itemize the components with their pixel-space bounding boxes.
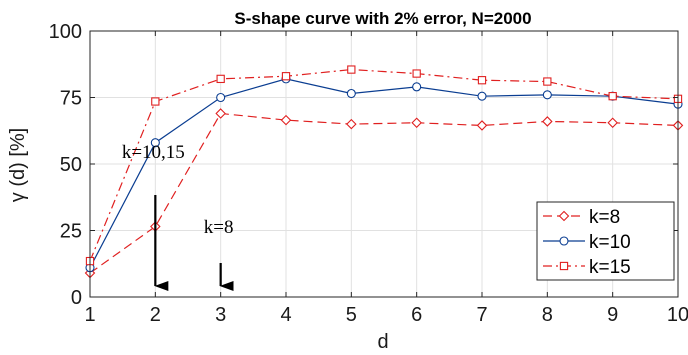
y-tick-label: 50 — [60, 154, 82, 176]
x-tick-label: 10 — [667, 304, 688, 326]
series-line — [89, 78, 679, 269]
y-tick-label: 0 — [71, 287, 82, 309]
chart-title: S-shape curve with 2% error, N=2000 — [234, 9, 531, 28]
legend-marker — [559, 261, 569, 271]
data-point — [412, 82, 422, 92]
data-point — [215, 108, 226, 119]
data-point — [216, 74, 225, 84]
series-k=8 — [84, 108, 684, 279]
x-tick-label: 1 — [84, 304, 95, 326]
legend-label: k=10 — [589, 232, 631, 253]
data-point — [347, 65, 356, 74]
legend-entry: k=15 — [543, 257, 631, 278]
x-tick-label: 9 — [607, 304, 618, 326]
x-tick-label: 7 — [476, 304, 487, 326]
data-point — [216, 92, 226, 103]
annotation-layer: k=10,15 k=8 — [122, 142, 234, 291]
data-point — [412, 69, 421, 78]
x-tick-label: 5 — [346, 304, 357, 326]
legend-marker — [558, 210, 570, 222]
annotation-label: k=8 — [204, 217, 234, 238]
legend-entry: k=8 — [543, 207, 620, 228]
series-line — [89, 112, 679, 274]
y-tick-label: 100 — [49, 21, 82, 43]
legend: k=8 k=10 k=15 — [536, 201, 675, 281]
x-tick-label: 8 — [542, 304, 553, 326]
data-point — [281, 72, 291, 81]
data-point — [608, 92, 617, 101]
data-point — [151, 97, 160, 106]
legend-marker — [559, 236, 569, 246]
series-layer — [84, 65, 684, 279]
data-point — [411, 117, 422, 129]
data-point — [607, 117, 618, 129]
data-point — [150, 138, 160, 148]
x-tick-label: 6 — [411, 304, 422, 326]
data-point — [346, 118, 357, 130]
x-tick-label: 2 — [150, 304, 161, 326]
data-point — [477, 91, 487, 101]
data-point — [280, 114, 292, 126]
x-axis-label: d — [377, 331, 388, 353]
legend-label: k=15 — [589, 257, 631, 278]
legend-entry: k=10 — [543, 232, 631, 253]
data-point — [346, 88, 356, 99]
data-point — [477, 76, 487, 85]
series-line — [89, 68, 679, 262]
x-tick-label: 3 — [215, 304, 226, 326]
legend-label: k=8 — [589, 207, 620, 228]
data-point — [543, 77, 552, 86]
y-tick-label: 25 — [60, 221, 82, 243]
data-point — [476, 120, 488, 131]
x-tick-label: 4 — [280, 304, 291, 326]
data-point — [542, 90, 552, 100]
annotation-label: k=10,15 — [122, 142, 185, 163]
y-tick-label: 75 — [60, 88, 82, 110]
series-k=10 — [85, 74, 683, 273]
y-axis-label: γ (d) [%] — [7, 128, 29, 202]
data-point — [542, 116, 553, 127]
